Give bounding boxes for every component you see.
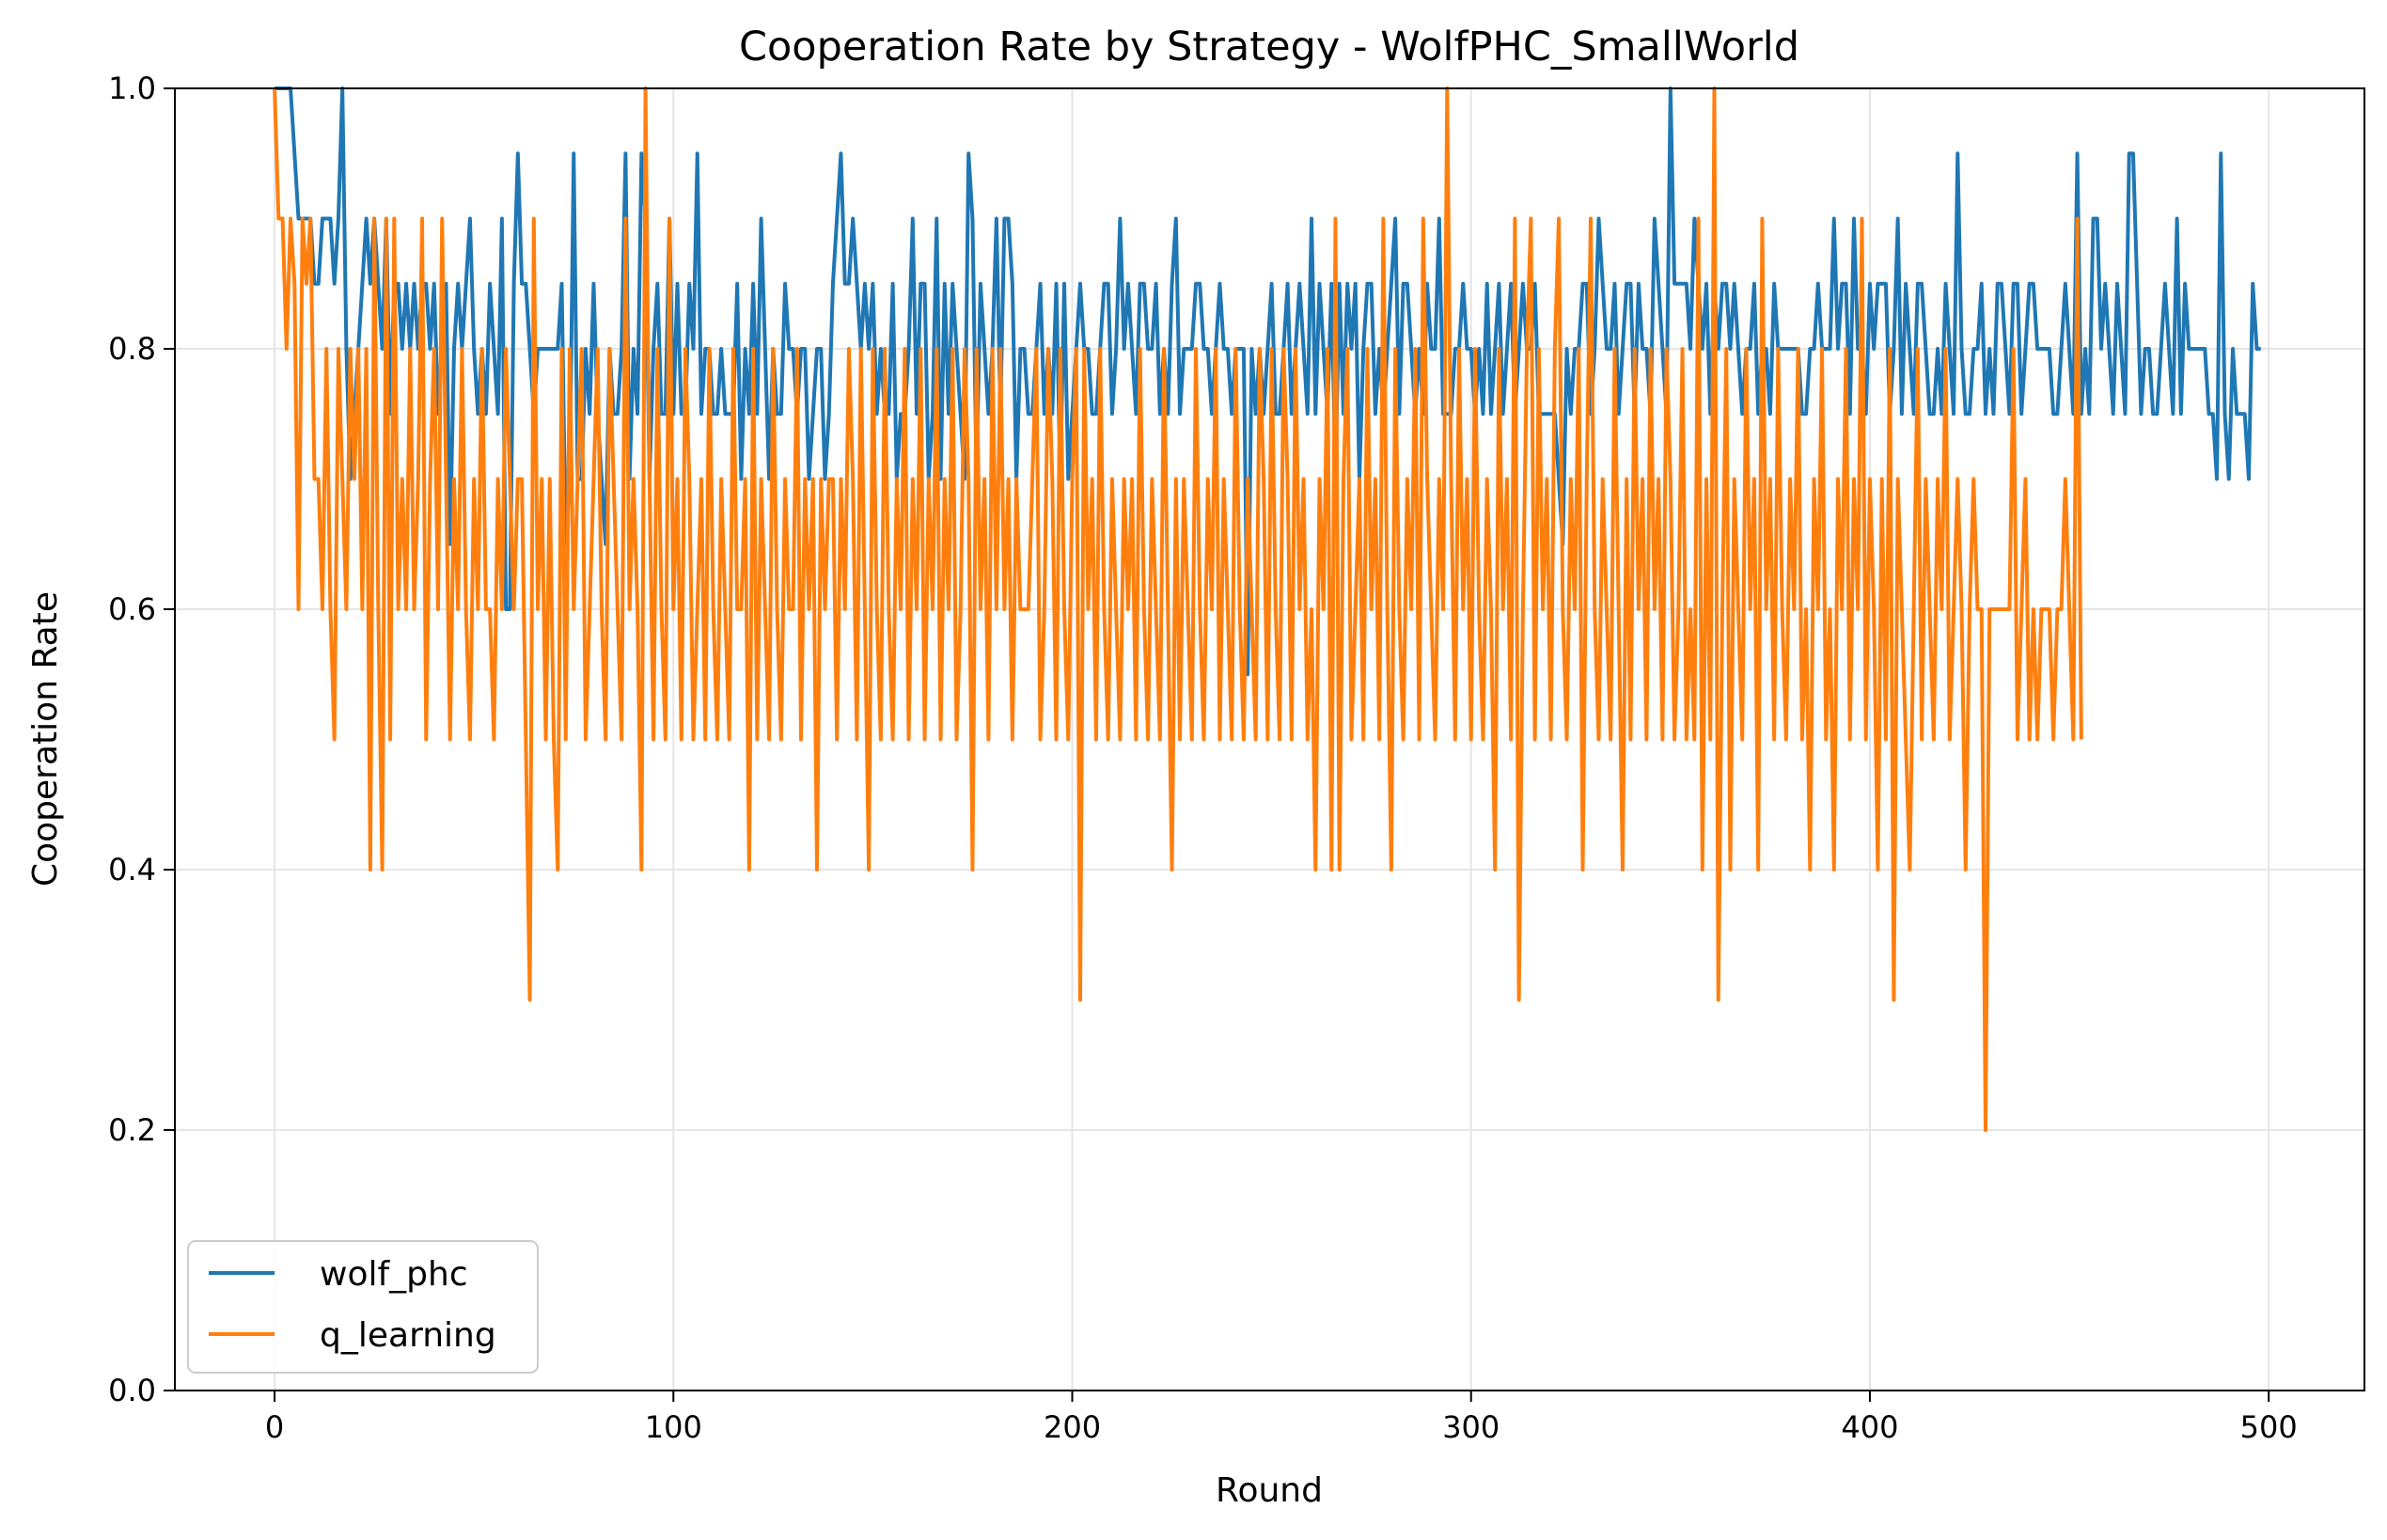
x-tick-label: 0 [265,1409,284,1445]
legend-label-q-learning: q_learning [320,1316,496,1355]
x-tick-label: 200 [1044,1409,1101,1445]
x-tick-label: 500 [2240,1409,2298,1445]
series-line-wolf-phc [275,86,2261,677]
y-tick-label: 0.2 [108,1112,156,1148]
x-tick-label: 100 [645,1409,702,1445]
y-tick-label: 0.8 [108,331,156,367]
y-tick-label: 0.0 [108,1373,156,1408]
series-line-q-learning [273,86,2083,1132]
x-axis-ticks: 0 100 200 300 400 500 [265,1391,2298,1445]
y-tick-label: 1.0 [108,71,156,106]
y-axis-ticks: 0.0 0.2 0.4 0.6 0.8 1.0 [108,71,175,1408]
plot-frame [174,87,2365,1391]
y-axis-title: Cooperation Rate [26,591,65,887]
y-tick-label: 0.4 [108,852,156,888]
y-tick-label: 0.6 [108,591,156,627]
x-tick-label: 400 [1841,1409,1898,1445]
x-tick-label: 300 [1442,1409,1500,1445]
legend-box [187,1240,539,1374]
x-axis-title: Round [1216,1471,1323,1510]
legend-label-wolf-phc: wolf_phc [320,1255,468,1294]
chart-title: Cooperation Rate by Strategy - WolfPHC_S… [739,24,1799,71]
legend: wolf_phc q_learning [187,1240,539,1374]
series-lines [273,86,2261,1132]
